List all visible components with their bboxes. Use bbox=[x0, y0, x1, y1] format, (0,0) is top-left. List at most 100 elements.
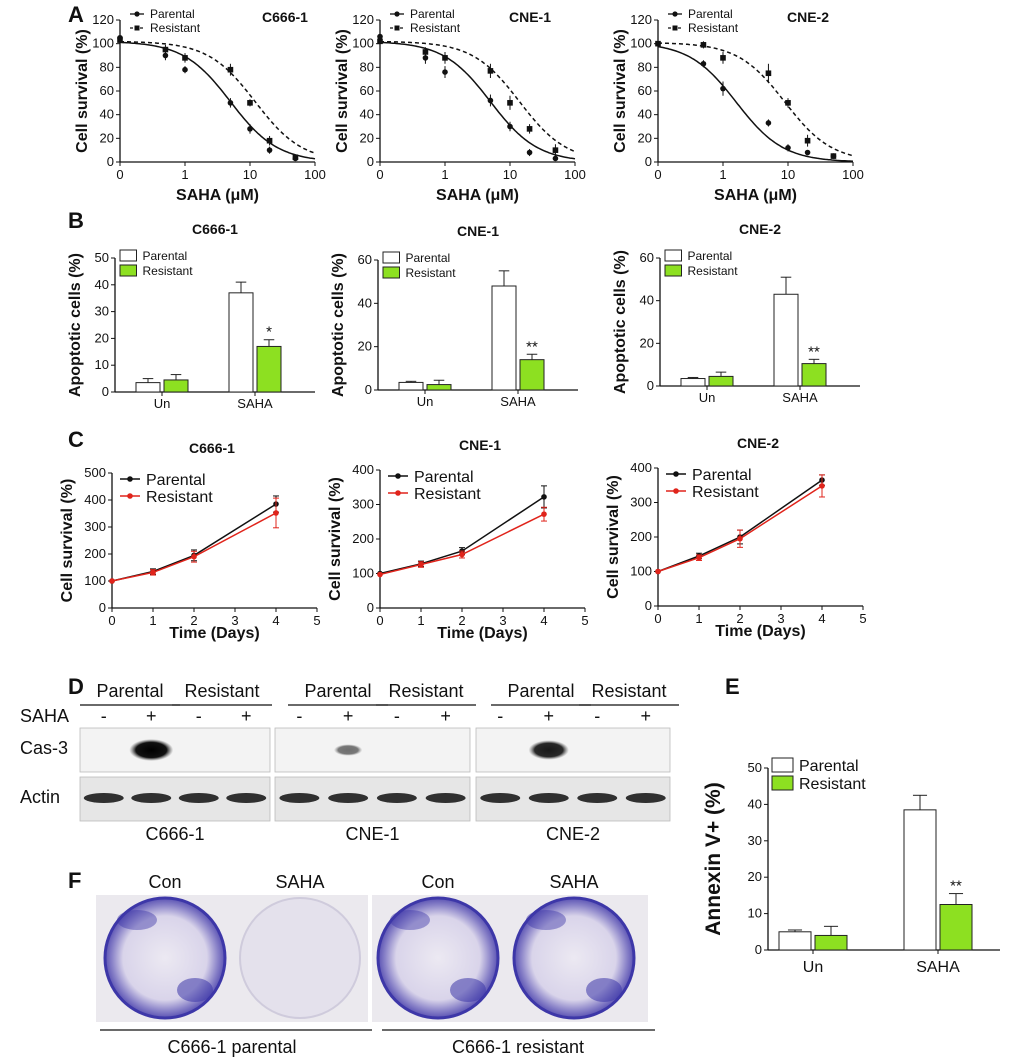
e-category-label: SAHA bbox=[916, 959, 960, 976]
a-cne-1-point-resistant bbox=[377, 38, 383, 45]
c-c666-1-ytick-label: 400 bbox=[84, 492, 106, 507]
d-lane-sign: - bbox=[594, 706, 600, 726]
a-cne-1-ytick-label: 100 bbox=[352, 36, 374, 51]
a-cne-1-legend-label-parental: Parental bbox=[410, 7, 455, 21]
b-cne-1-legend-label-resistant: Resistant bbox=[406, 266, 457, 280]
a-cne-2-y-axis-label: Cell survival (%) bbox=[612, 29, 629, 153]
c-cne-1-legend-marker-parental bbox=[395, 473, 401, 479]
a-cne-2-ytick-label: 100 bbox=[630, 36, 652, 51]
a-cne-1-point-parental bbox=[552, 155, 559, 162]
e-ytick-label: 50 bbox=[748, 760, 762, 775]
b-cne-2-bar-parental bbox=[773, 293, 799, 387]
d-band-actin bbox=[83, 793, 124, 803]
c-c666-1-legend-marker-parental bbox=[127, 476, 133, 482]
a-c666-1-legend-label-resistant: Resistant bbox=[150, 21, 201, 35]
e-ytick-label: 0 bbox=[755, 942, 762, 957]
b-cne-1-ytick-label: 60 bbox=[358, 252, 372, 267]
panel-label-d: D bbox=[68, 674, 84, 699]
d-band-actin bbox=[425, 793, 466, 803]
b-c666-1-bar-parental bbox=[135, 382, 161, 393]
a-cne-1-legend-marker-parental bbox=[394, 11, 400, 17]
d-lane-sign: - bbox=[394, 706, 400, 726]
c-c666-1-xtick-label: 0 bbox=[108, 613, 115, 628]
a-cne-2-point-parental bbox=[785, 145, 791, 151]
b-cne-1-category-label: Un bbox=[417, 394, 434, 409]
a-cne-2-point-resistant bbox=[720, 55, 726, 61]
c-cne-2-legend-label-parental: Parental bbox=[692, 467, 752, 484]
b-cne-2-bar-resistant bbox=[708, 375, 734, 387]
c-cne-2-y-axis-label: Cell survival (%) bbox=[605, 475, 622, 599]
d-row-label-cas3: Cas-3 bbox=[20, 738, 68, 758]
c-cne-1-point-parental bbox=[541, 494, 547, 500]
d-band-actin bbox=[226, 793, 267, 803]
e-ytick-label: 20 bbox=[748, 869, 762, 884]
a-cne-1-x-axis-label: SAHA (μM) bbox=[436, 187, 519, 204]
e-bar-parental bbox=[778, 931, 812, 951]
a-cne-2-point-resistant bbox=[804, 137, 811, 144]
a-c666-1-point-resistant bbox=[227, 66, 234, 73]
c-cne-1-xtick-label: 4 bbox=[540, 613, 547, 628]
a-cne-2-xtick-label: 0 bbox=[654, 167, 661, 182]
d-band-actin bbox=[279, 793, 320, 803]
c-cne-2-point-resistant bbox=[737, 535, 743, 542]
a-cne-1-xtick-label: 1 bbox=[441, 167, 448, 182]
a-cne-1-point-parental bbox=[487, 97, 494, 104]
e-ytick-label: 10 bbox=[748, 906, 762, 921]
a-c666-1-legend-marker-resistant bbox=[134, 25, 140, 31]
f-colony-cluster bbox=[526, 910, 566, 930]
a-cne-2-ytick-label: 20 bbox=[638, 130, 652, 145]
c-cne-1-ytick-label: 400 bbox=[352, 462, 374, 477]
panel-label-b: B bbox=[68, 208, 84, 233]
c-cne-2-legend-marker-resistant bbox=[673, 488, 679, 494]
c-cne-2-title: CNE-2 bbox=[737, 435, 779, 451]
a-c666-1-ytick-label: 100 bbox=[92, 36, 114, 51]
f-colony-cluster bbox=[117, 910, 157, 930]
b-cne-1-bar-resistant bbox=[519, 359, 545, 391]
b-c666-1-category-label: Un bbox=[154, 396, 171, 411]
a-cne-1-point-parental bbox=[507, 123, 513, 130]
a-c666-1-fit-resistant bbox=[120, 40, 316, 154]
a-cne-2-point-parental bbox=[804, 149, 811, 156]
panel-d-western-blot: Parental Resistant Parental Resistant Parent… bbox=[20, 681, 679, 844]
c-c666-1-legend-label-parental: Parental bbox=[146, 472, 206, 489]
c-c666-1-ytick-label: 200 bbox=[84, 546, 106, 561]
d-band-actin bbox=[376, 793, 417, 803]
e-bar-resistant bbox=[939, 904, 973, 951]
e-ytick-label: 30 bbox=[748, 833, 762, 848]
d-group-label-resistant: Resistant bbox=[184, 681, 259, 701]
a-cne-2-point-resistant bbox=[765, 70, 772, 77]
a-c666-1-xtick-label: 100 bbox=[304, 167, 326, 182]
a-cne-2-xtick-label: 10 bbox=[781, 167, 795, 182]
d-band-actin bbox=[131, 793, 172, 803]
c-c666-1-point-resistant bbox=[150, 569, 156, 576]
a-cne-2-xtick-label: 100 bbox=[842, 167, 864, 182]
c-cne-1-y-axis-label: Cell survival (%) bbox=[327, 477, 344, 601]
c-cne-1-point-resistant bbox=[418, 561, 424, 568]
a-cne-1-ytick-label: 60 bbox=[360, 83, 374, 98]
a-cne-1-point-resistant bbox=[422, 49, 429, 55]
c-cne-1-legend-label-resistant: Resistant bbox=[414, 486, 481, 503]
panel-label-a: A bbox=[68, 2, 84, 27]
a-cne-1-ytick-label: 80 bbox=[360, 59, 374, 74]
a-cne-2-ytick-label: 0 bbox=[645, 154, 652, 169]
a-c666-1-ytick-label: 0 bbox=[107, 154, 114, 169]
b-cne-2-title: CNE-2 bbox=[739, 221, 781, 237]
a-cne-2-ytick-label: 40 bbox=[638, 107, 652, 122]
d-row-label-actin: Actin bbox=[20, 787, 60, 807]
b-cne-2-bar-resistant bbox=[801, 363, 827, 387]
b-cne-2-legend-swatch-parental bbox=[664, 249, 682, 262]
c-cne-1-ytick-label: 200 bbox=[352, 531, 374, 546]
b-c666-1-ytick-label: 0 bbox=[102, 384, 109, 399]
f-colony-cluster bbox=[390, 910, 430, 930]
c-c666-1-point-resistant bbox=[273, 510, 279, 516]
c-c666-1-ytick-label: 0 bbox=[99, 600, 106, 615]
e-legend-swatch-resistant bbox=[771, 775, 794, 791]
c-cne-1-point-resistant bbox=[541, 511, 547, 517]
b-cne-2-ytick-label: 60 bbox=[640, 250, 654, 265]
d-lane-sign: + bbox=[440, 706, 451, 726]
e-y-axis-label: Annexin V+ (%) bbox=[702, 782, 725, 935]
c-cne-2-xtick-label: 5 bbox=[859, 611, 866, 626]
a-c666-1-point-resistant bbox=[117, 37, 123, 43]
b-cne-2-bar-parental bbox=[680, 378, 706, 387]
